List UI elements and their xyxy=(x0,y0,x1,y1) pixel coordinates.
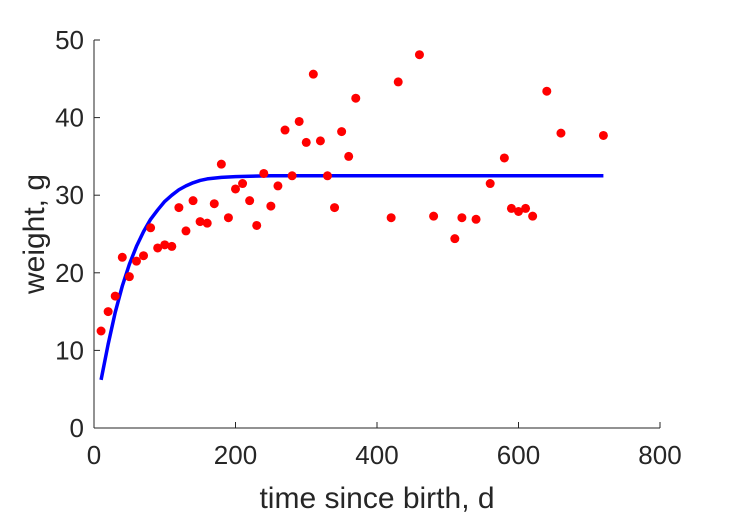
data-point xyxy=(124,272,134,282)
data-point xyxy=(231,184,240,194)
data-point xyxy=(96,326,106,336)
data-point xyxy=(195,217,205,227)
y-tick-label: 20 xyxy=(55,258,84,288)
data-point xyxy=(598,130,608,140)
data-point xyxy=(294,116,304,126)
data-point xyxy=(202,218,212,228)
y-tick-label: 0 xyxy=(70,413,84,443)
y-tick-label: 50 xyxy=(55,25,84,55)
data-point xyxy=(117,252,127,262)
fit-curve xyxy=(99,174,604,381)
plot-area xyxy=(96,50,608,381)
data-point xyxy=(429,211,439,221)
data-point xyxy=(471,214,481,224)
data-point xyxy=(223,213,233,223)
data-point xyxy=(322,171,332,181)
data-point xyxy=(209,199,219,209)
data-point xyxy=(110,291,120,301)
data-point xyxy=(351,93,361,103)
ticks: 0 200 400 600 800 0 10 20 30 40 50 xyxy=(55,25,682,470)
data-point xyxy=(301,137,311,147)
data-point xyxy=(252,220,262,230)
y-tick-label: 40 xyxy=(55,103,84,133)
data-point xyxy=(153,243,163,253)
x-tick-label: 800 xyxy=(638,440,681,470)
data-point xyxy=(308,69,318,79)
data-point xyxy=(259,168,269,178)
data-point xyxy=(216,159,226,169)
data-point xyxy=(280,125,290,135)
axes xyxy=(93,40,660,429)
data-point xyxy=(386,213,396,223)
data-point xyxy=(337,127,347,137)
data-point xyxy=(521,203,531,213)
data-point xyxy=(485,179,495,189)
data-point xyxy=(273,181,283,191)
data-point xyxy=(344,151,354,161)
data-point xyxy=(146,223,156,233)
data-point xyxy=(181,226,191,236)
data-point xyxy=(514,206,523,216)
data-point xyxy=(131,256,141,266)
data-point xyxy=(414,50,424,60)
x-tick-label: 400 xyxy=(355,440,398,470)
data-point xyxy=(450,234,460,244)
y-axis-label: weight, g xyxy=(18,174,51,295)
data-point xyxy=(238,179,248,189)
data-point xyxy=(266,201,276,211)
data-point xyxy=(174,203,184,213)
data-point xyxy=(139,251,149,261)
x-tick-label: 200 xyxy=(214,440,257,470)
data-point xyxy=(330,203,340,213)
data-point xyxy=(528,211,538,221)
data-point xyxy=(393,77,403,87)
data-point xyxy=(457,213,467,223)
data-point xyxy=(506,203,516,213)
data-point xyxy=(167,241,177,251)
data-point xyxy=(499,153,509,163)
data-point xyxy=(315,136,325,146)
data-point xyxy=(542,86,552,96)
y-tick-label: 30 xyxy=(55,180,84,210)
data-point xyxy=(287,171,297,181)
x-tick-label: 600 xyxy=(497,440,540,470)
x-axis-label: time since birth, d xyxy=(259,482,494,515)
data-point xyxy=(556,128,566,138)
data-point xyxy=(245,196,255,206)
data-point xyxy=(188,196,198,206)
x-tick-label: 0 xyxy=(87,440,101,470)
data-point xyxy=(103,307,113,317)
y-tick-label: 10 xyxy=(55,335,84,365)
data-point xyxy=(160,240,170,250)
